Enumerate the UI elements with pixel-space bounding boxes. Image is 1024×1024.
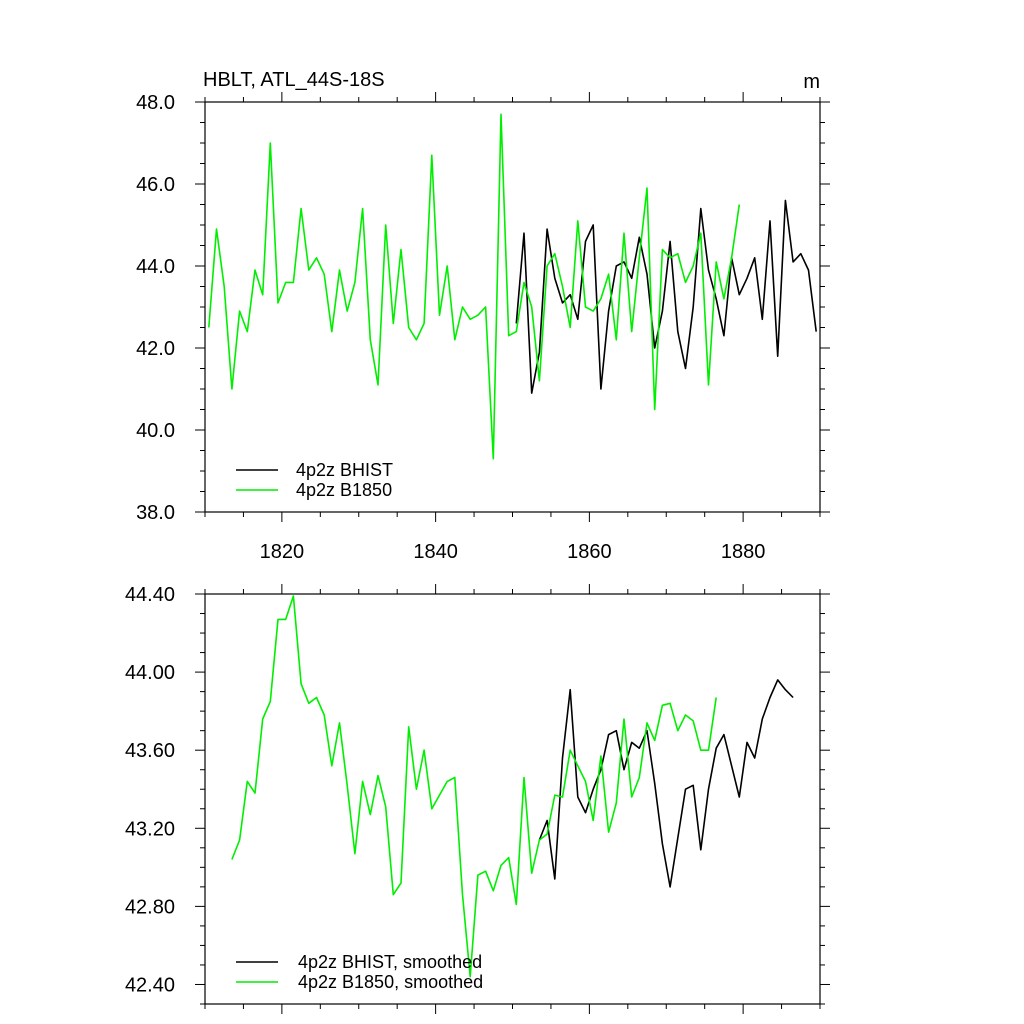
series-line-2: [208, 113, 741, 460]
y-tick-label: 40.0: [136, 420, 175, 442]
x-tick-label: 1820: [260, 541, 305, 563]
y-tick-label: 44.0: [136, 256, 175, 278]
legend-label: 4p2z BHIST: [296, 460, 393, 480]
x-tick-label: 1880: [721, 541, 766, 563]
axis-ticks: [195, 92, 830, 522]
series-line-1: [538, 679, 794, 888]
y-tick-label: 42.40: [125, 974, 175, 996]
top-panel: HBLT, ATL_44S-18S m 1820 1840 1860 1880 38.0…: [136, 69, 830, 563]
x-tick-label: 1840: [413, 541, 458, 563]
y-tick-label: 42.0: [136, 338, 175, 360]
y-tick-label: 42.80: [125, 896, 175, 918]
legend-label: 4p2z BHIST, smoothed: [298, 952, 482, 972]
x-tick-label: 1860: [567, 541, 612, 563]
axis-ticks: [195, 584, 830, 1014]
plot-area: [231, 595, 794, 978]
tick-labels: 1820 1840 1860 1880 38.0 40.0 42.0 44.0 46.0 48.0: [136, 92, 765, 563]
y-tick-label: 44.00: [125, 662, 175, 684]
y-tick-label: 38.0: [136, 502, 175, 524]
y-tick-label: 43.60: [125, 740, 175, 762]
y-tick-label: 43.20: [125, 818, 175, 840]
units-label: m: [803, 71, 820, 93]
y-tick-label: 48.0: [136, 92, 175, 114]
tick-labels: 42.40 42.80 43.20 43.60 44.00 44.40: [125, 584, 175, 996]
y-tick-label: 46.0: [136, 174, 175, 196]
series-line-1: [515, 199, 817, 394]
plot-area: [208, 113, 817, 460]
legend-label: 4p2z B1850: [296, 480, 392, 500]
y-tick-label: 44.40: [125, 584, 175, 606]
bottom-panel: 42.40 42.80 43.20 43.60 44.00 44.40 4p2z BHIS…: [125, 584, 830, 1014]
series-line-2: [231, 595, 717, 978]
chart-title: HBLT, ATL_44S-18S: [203, 69, 385, 91]
legend-label: 4p2z B1850, smoothed: [298, 972, 483, 992]
